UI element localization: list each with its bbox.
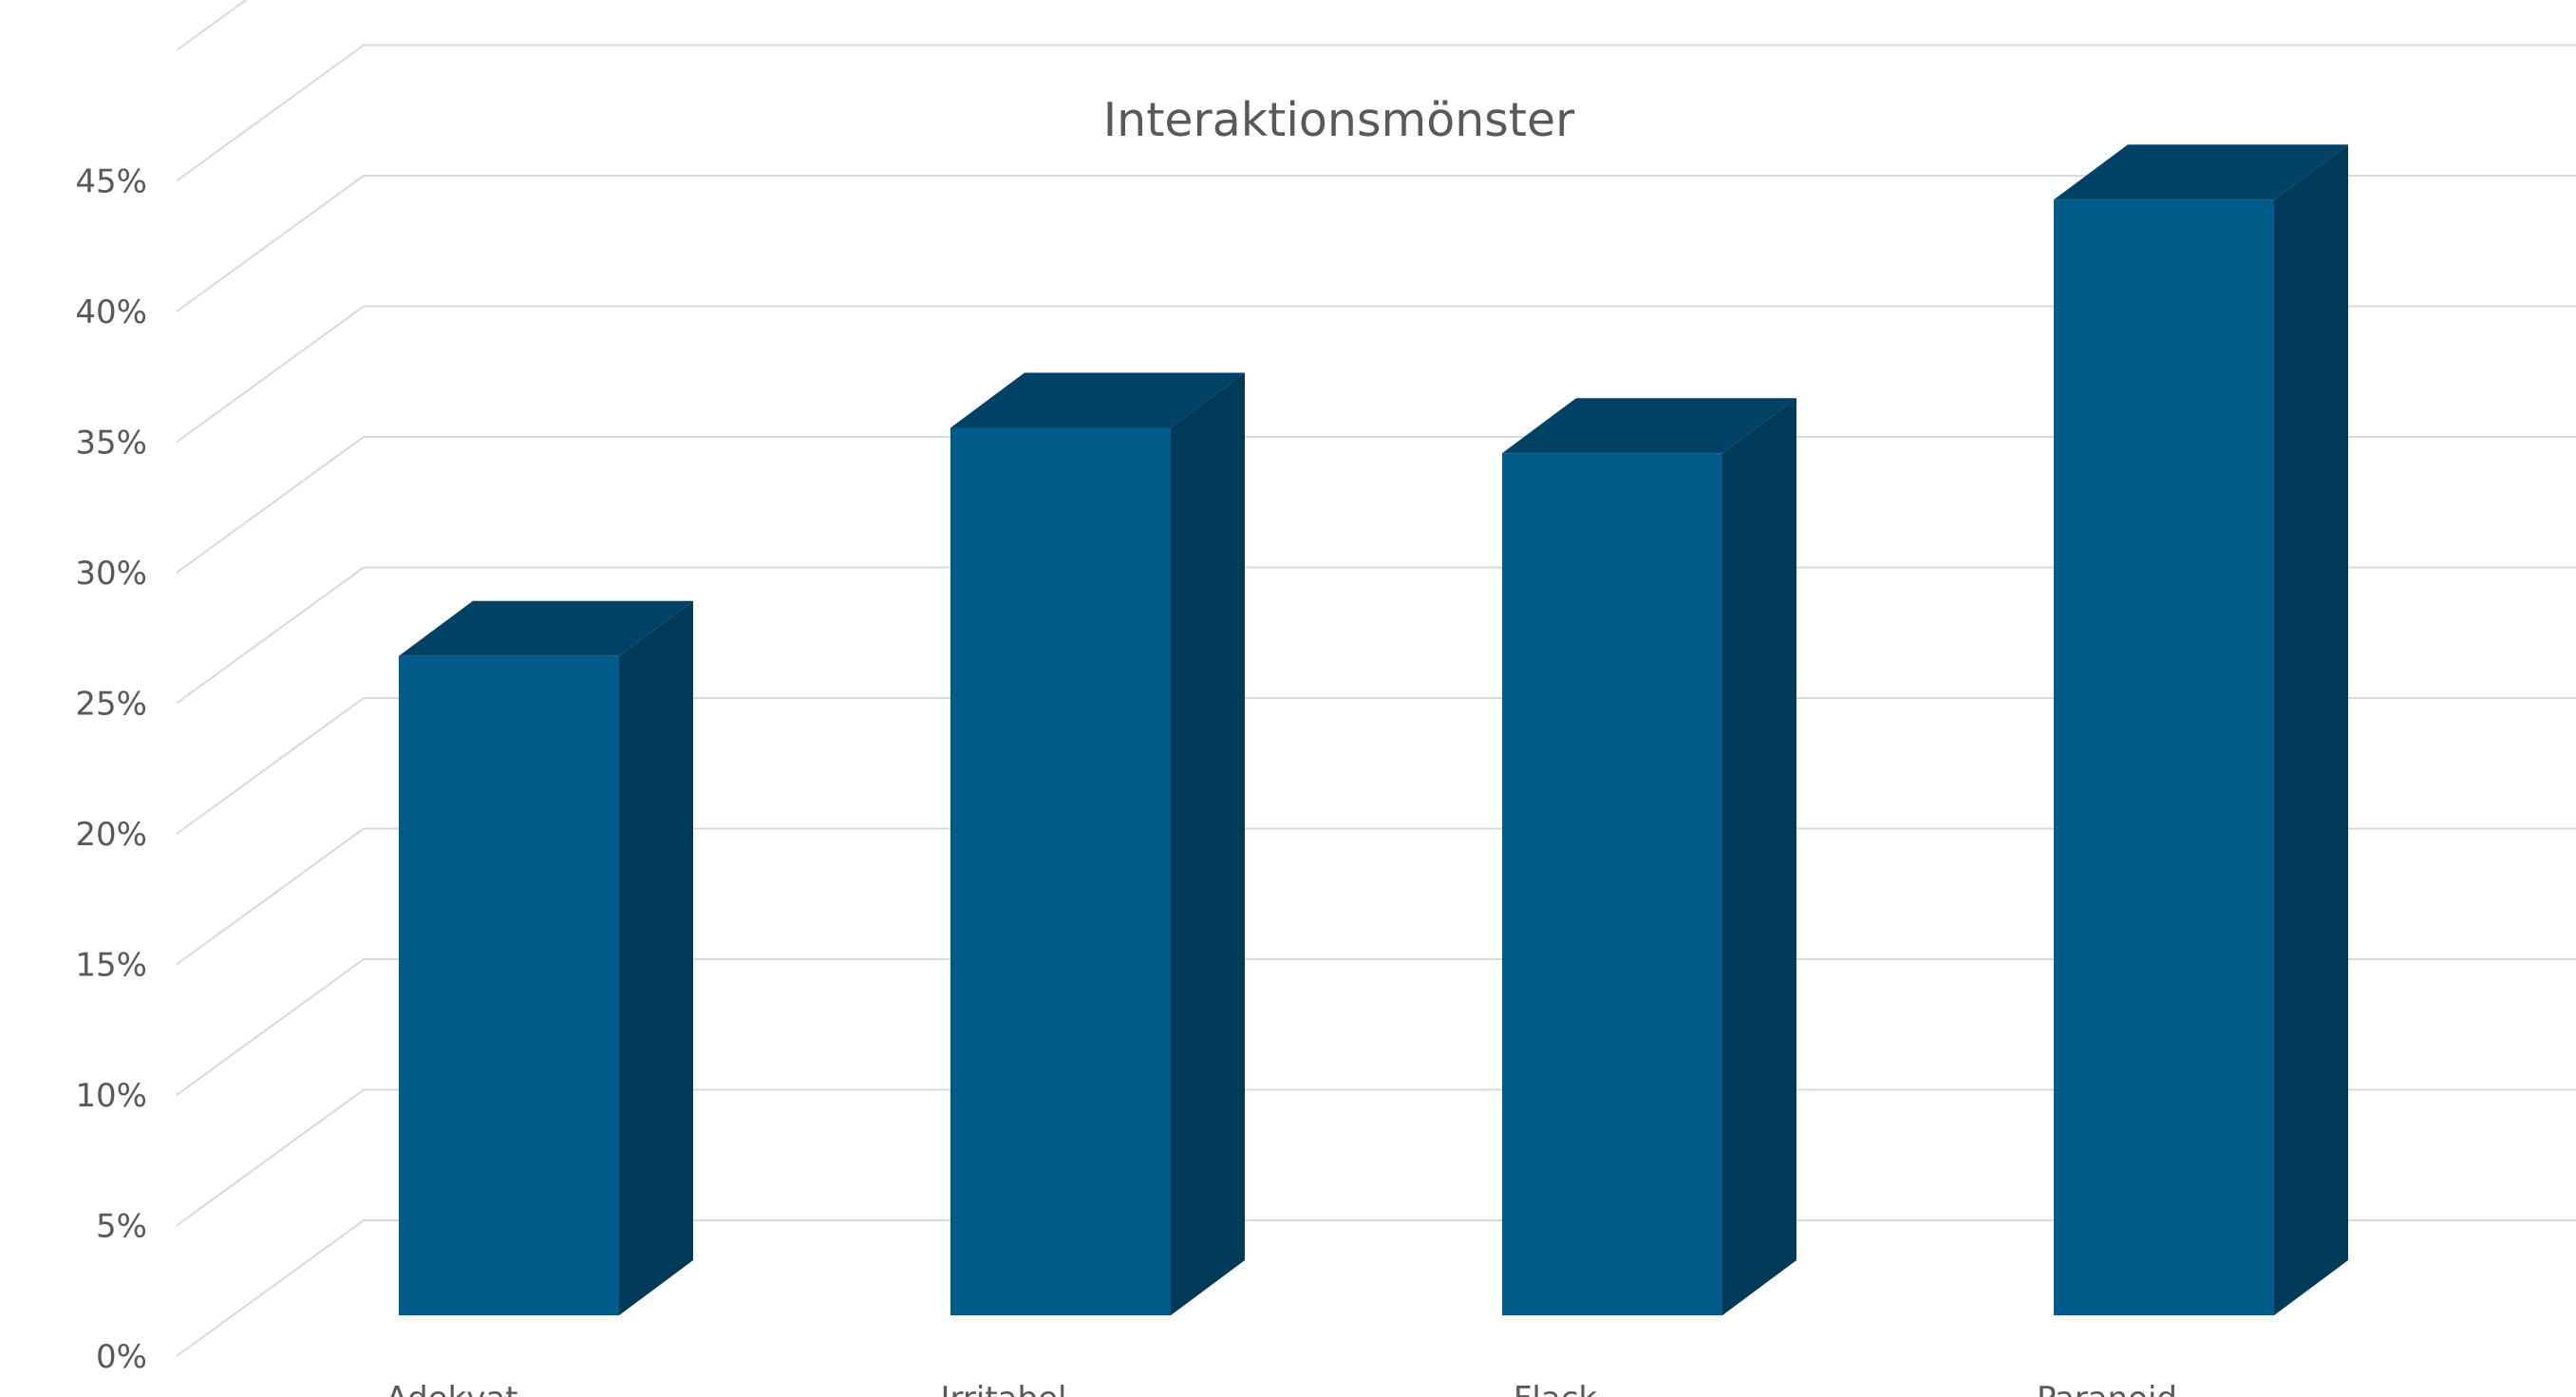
bar-top-face — [2054, 144, 2348, 200]
bar-top-face — [399, 600, 693, 656]
y-tick-label: 5% — [96, 1208, 147, 1246]
y-axis-tick-labels: 0% 5% 10% 15% 20% 25% 30% 35% 40% 45% — [75, 163, 147, 1377]
y-tick-label: 40% — [75, 293, 147, 331]
x-category-label: Paranoid — [2037, 1380, 2177, 1397]
y-tick-label: 30% — [75, 555, 147, 593]
chart-title: Interaktionsmönster — [1103, 93, 1575, 147]
x-category-label: Adekvat — [385, 1380, 517, 1397]
bar-front-face — [399, 655, 619, 1315]
gridline — [176, 566, 2576, 705]
gridline — [176, 44, 2576, 182]
bar — [950, 372, 1245, 1315]
y-tick-label: 35% — [75, 425, 147, 463]
gridline — [176, 697, 2576, 835]
bar — [1502, 398, 1796, 1315]
gridline — [176, 1088, 2576, 1227]
y-tick-label: 45% — [75, 163, 147, 201]
gridline — [176, 827, 2576, 966]
bar — [399, 600, 693, 1315]
bar-side-face — [1722, 398, 1796, 1315]
y-tick-label: 20% — [75, 816, 147, 854]
bar — [2054, 144, 2348, 1316]
y-tick-label: 25% — [75, 686, 147, 724]
gridline — [176, 305, 2576, 444]
gridline — [176, 436, 2576, 574]
gridline — [176, 175, 2576, 312]
x-category-label: Irritabel — [941, 1380, 1067, 1397]
bar-side-face — [1171, 372, 1245, 1315]
y-tick-label: 10% — [75, 1077, 147, 1115]
y-tick-label: 0% — [96, 1338, 147, 1376]
bar-top-face — [1502, 398, 1796, 454]
bar-top-face — [950, 372, 1245, 428]
bar-front-face — [2054, 199, 2274, 1316]
gridline — [176, 1219, 2576, 1357]
gridlines — [176, 0, 2576, 1357]
bar-front-face — [1502, 453, 1722, 1315]
gridline — [176, 0, 248, 51]
bar-side-face — [2274, 144, 2348, 1316]
x-category-label: Flack — [1514, 1380, 1598, 1397]
bars — [399, 144, 2348, 1316]
bar-front-face — [950, 427, 1171, 1315]
y-tick-label: 15% — [75, 947, 147, 985]
gridline — [176, 958, 2576, 1096]
x-axis-category-labels: Adekvat Irritabel Flack Paranoid — [385, 1380, 2177, 1397]
bar-side-face — [619, 600, 693, 1315]
